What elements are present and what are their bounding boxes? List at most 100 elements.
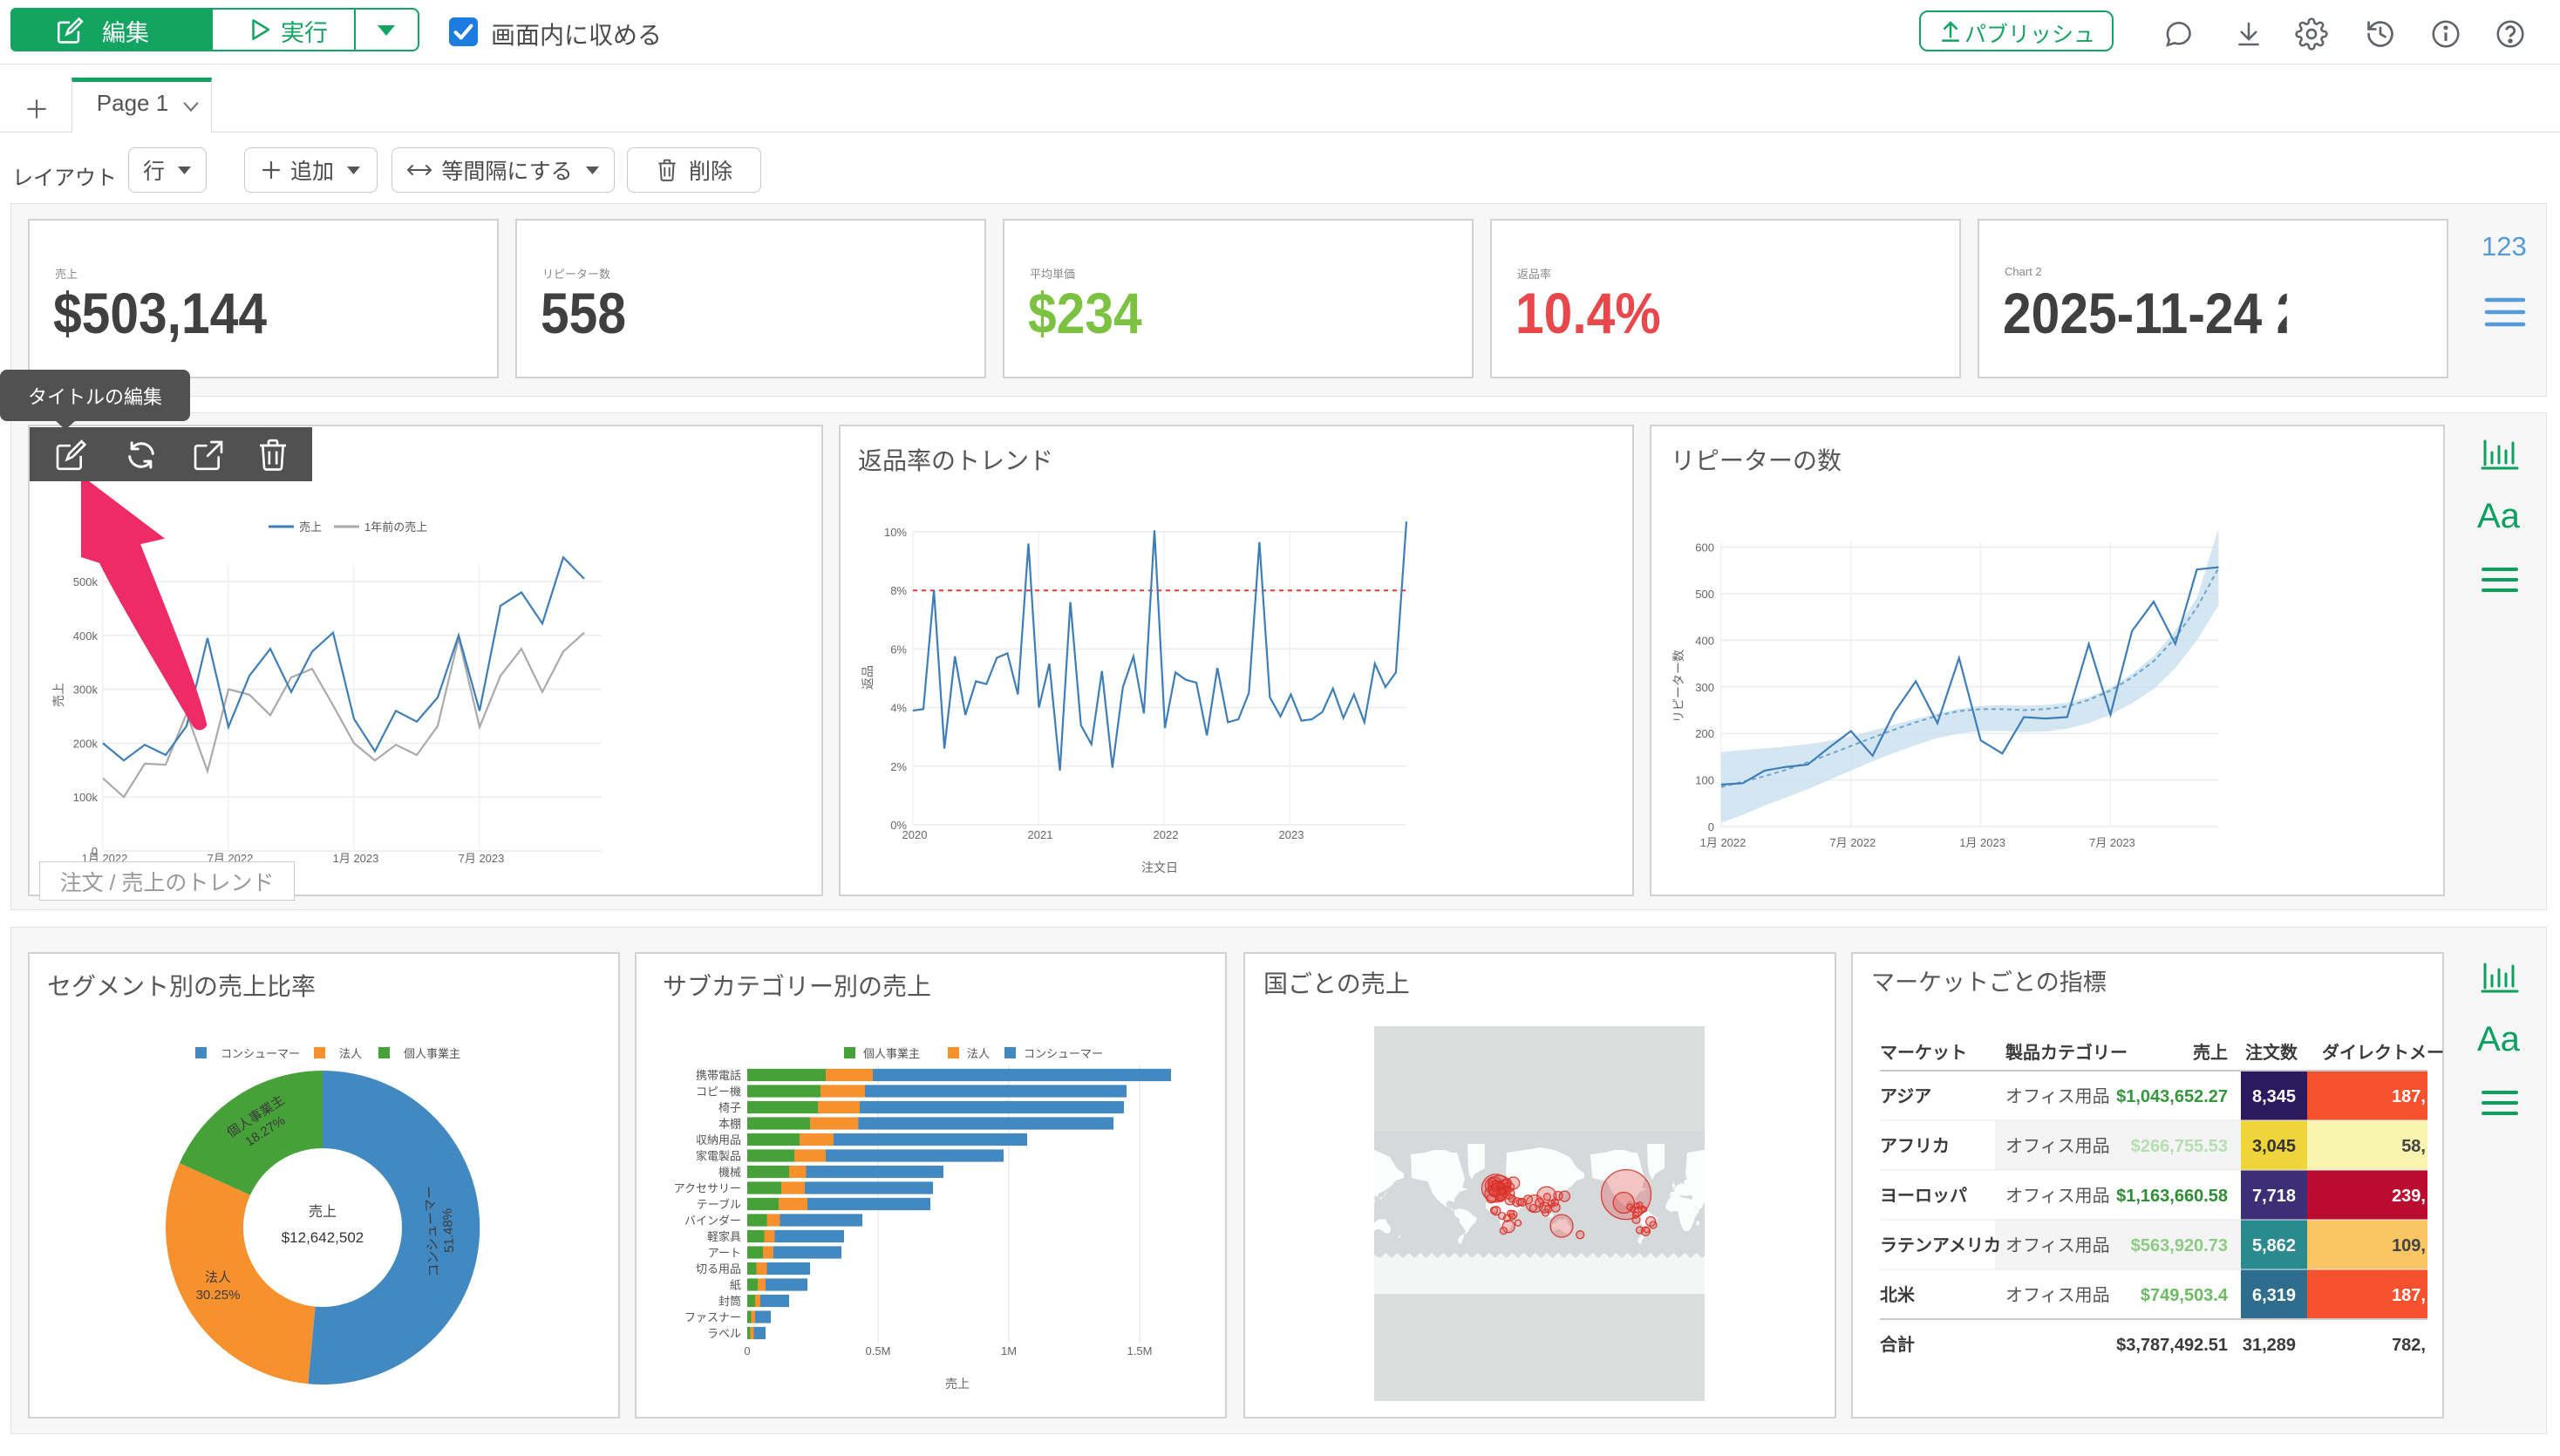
svg-text:コンシューマー: コンシューマー [221, 1047, 300, 1060]
svg-text:法人: 法人 [967, 1047, 990, 1060]
svg-text:$12,642,502: $12,642,502 [282, 1229, 364, 1246]
svg-text:コピー機: コピー機 [696, 1085, 741, 1099]
svg-text:返品: 返品 [861, 665, 875, 690]
svg-text:$1,163,660.58: $1,163,660.58 [2116, 1187, 2228, 1206]
svg-text:ラテンアメリカ: ラテンアメリカ [1880, 1236, 2001, 1255]
svg-text:収納用品: 収納用品 [696, 1133, 741, 1146]
svg-text:個人事業主: 個人事業主 [404, 1047, 460, 1060]
svg-text:0.5M: 0.5M [866, 1344, 891, 1357]
svg-text:オフィス用品: オフィス用品 [2005, 1286, 2110, 1305]
svg-text:600: 600 [1695, 541, 1714, 555]
svg-text:サブカテゴリー別の売上: サブカテゴリー別の売上 [663, 973, 931, 1000]
svg-text:782,: 782, [2392, 1336, 2426, 1355]
svg-text:100: 100 [1695, 774, 1714, 787]
svg-text:$1,043,652.27: $1,043,652.27 [2116, 1087, 2228, 1106]
svg-text:家電製品: 家電製品 [696, 1150, 741, 1163]
svg-text:アート: アート [708, 1247, 741, 1260]
svg-text:1年前の売上: 1年前の売上 [364, 520, 427, 534]
svg-text:マーケットごとの指標: マーケットごとの指標 [1871, 970, 2107, 996]
svg-text:マーケット: マーケット [1880, 1043, 1967, 1063]
svg-text:切る用品: 切る用品 [696, 1262, 741, 1276]
svg-text:北米: 北米 [1880, 1285, 1916, 1305]
svg-text:1月 2023: 1月 2023 [1959, 836, 2005, 849]
svg-text:返品率のトレンド: 返品率のトレンド [858, 447, 1053, 474]
svg-text:2022: 2022 [1154, 828, 1179, 841]
svg-text:187,: 187, [2392, 1286, 2426, 1305]
svg-text:400: 400 [1695, 634, 1714, 647]
svg-text:ファスナー: ファスナー [684, 1311, 741, 1324]
svg-text:0: 0 [744, 1344, 750, 1357]
svg-text:187,: 187, [2392, 1087, 2426, 1106]
svg-text:8%: 8% [890, 584, 907, 597]
svg-text:アフリカ: アフリカ [1880, 1137, 1950, 1156]
svg-text:2020: 2020 [902, 828, 928, 841]
svg-text:セグメント別の売上比率: セグメント別の売上比率 [47, 973, 316, 1000]
svg-text:$266,755.53: $266,755.53 [2131, 1137, 2228, 1156]
svg-text:400k: 400k [73, 629, 99, 643]
svg-text:機械: 機械 [718, 1166, 741, 1179]
svg-text:0%: 0% [890, 819, 907, 832]
svg-text:109,: 109, [2392, 1236, 2426, 1255]
svg-text:コンシューマー: コンシューマー [1024, 1047, 1103, 1060]
svg-text:7月 2023: 7月 2023 [2089, 836, 2135, 849]
svg-text:7,718: 7,718 [2252, 1187, 2296, 1206]
svg-text:ラベル: ラベル [707, 1327, 741, 1340]
svg-text:封筒: 封筒 [718, 1295, 741, 1308]
svg-text:ダイレクトメー: ダイレクトメー [2322, 1042, 2444, 1063]
svg-text:アクセサリー: アクセサリー [674, 1182, 741, 1195]
svg-text:売上: 売上 [945, 1377, 970, 1391]
svg-text:軽家具: 軽家具 [707, 1230, 741, 1243]
svg-text:ヨーロッパ: ヨーロッパ [1880, 1186, 1967, 1206]
svg-text:個人事業主: 個人事業主 [863, 1047, 920, 1060]
svg-text:8,345: 8,345 [2252, 1087, 2296, 1106]
svg-text:オフィス用品: オフィス用品 [2005, 1236, 2110, 1255]
svg-text:51.48%: 51.48% [440, 1208, 458, 1253]
svg-text:椅子: 椅子 [718, 1101, 741, 1114]
svg-text:0: 0 [1708, 820, 1714, 833]
svg-text:5,862: 5,862 [2252, 1236, 2296, 1255]
svg-text:バインダー: バインダー [684, 1214, 741, 1228]
svg-text:6%: 6% [890, 643, 907, 656]
svg-text:1月 2023: 1月 2023 [333, 852, 379, 865]
svg-text:2021: 2021 [1028, 828, 1053, 841]
svg-text:100k: 100k [73, 791, 99, 804]
svg-text:合計: 合計 [1880, 1334, 1915, 1355]
svg-text:2%: 2% [890, 760, 907, 773]
svg-text:法人: 法人 [205, 1270, 231, 1285]
svg-text:オフィス用品: オフィス用品 [2005, 1187, 2110, 1206]
svg-text:10%: 10% [884, 526, 907, 539]
svg-text:58,: 58, [2401, 1137, 2426, 1156]
svg-text:2023: 2023 [1279, 828, 1304, 841]
svg-text:アジア: アジア [1880, 1087, 1931, 1106]
svg-text:300k: 300k [73, 684, 99, 697]
svg-text:オフィス用品: オフィス用品 [2005, 1137, 2110, 1156]
svg-text:携帯電話: 携帯電話 [696, 1069, 741, 1082]
svg-text:7月 2022: 7月 2022 [1829, 836, 1876, 849]
svg-text:$749,503.4: $749,503.4 [2141, 1286, 2229, 1305]
svg-text:500k: 500k [73, 575, 99, 589]
svg-text:法人: 法人 [339, 1047, 362, 1060]
svg-text:製品カテゴリー: 製品カテゴリー [2005, 1042, 2128, 1063]
svg-text:200: 200 [1695, 727, 1714, 740]
svg-text:$563,920.73: $563,920.73 [2131, 1236, 2228, 1255]
svg-text:テーブル: テーブル [697, 1198, 741, 1211]
svg-text:1.5M: 1.5M [1127, 1344, 1153, 1357]
svg-text:200k: 200k [73, 737, 99, 750]
svg-text:リピーター数: リピーター数 [1671, 650, 1685, 723]
svg-text:3,045: 3,045 [2252, 1137, 2296, 1156]
svg-text:売上: 売上 [309, 1204, 337, 1220]
svg-text:売上: 売上 [51, 683, 65, 707]
svg-text:1月 2022: 1月 2022 [1700, 836, 1746, 849]
svg-text:31,289: 31,289 [2243, 1336, 2296, 1355]
svg-text:紙: 紙 [730, 1279, 741, 1292]
svg-text:0: 0 [92, 845, 98, 858]
svg-text:239,: 239, [2392, 1187, 2426, 1206]
svg-text:7月 2023: 7月 2023 [459, 852, 505, 865]
svg-text:1M: 1M [1001, 1344, 1017, 1357]
svg-text:売上: 売上 [299, 520, 322, 534]
svg-text:オフィス用品: オフィス用品 [2005, 1087, 2110, 1106]
svg-text:30.25%: 30.25% [196, 1288, 241, 1303]
svg-text:4%: 4% [890, 702, 907, 715]
svg-text:$3,787,492.51: $3,787,492.51 [2116, 1336, 2228, 1355]
svg-text:500: 500 [1695, 588, 1714, 601]
